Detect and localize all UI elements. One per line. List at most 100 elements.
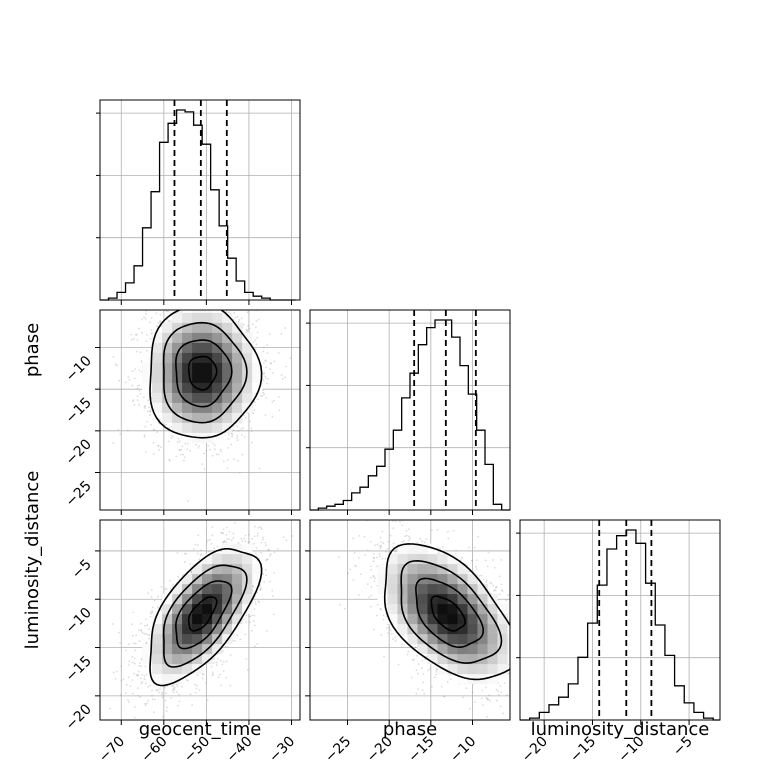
scatter-point — [211, 674, 214, 677]
scatter-point — [264, 377, 267, 379]
scatter-point — [255, 320, 258, 323]
scatter-point — [291, 535, 294, 537]
scatter-point — [268, 333, 271, 335]
scatter-point — [267, 548, 270, 551]
scatter-point — [173, 688, 175, 690]
panel-frame — [519, 519, 721, 721]
scatter-point — [141, 331, 143, 334]
scatter-point — [171, 685, 174, 687]
scatter-point — [198, 558, 201, 561]
density-cell — [192, 332, 203, 343]
scatter-point — [149, 611, 152, 614]
scatter-point — [197, 534, 200, 537]
scatter-point — [144, 703, 147, 705]
scatter-point — [134, 368, 137, 371]
density-cell — [192, 342, 203, 353]
scatter-point — [157, 444, 159, 447]
scatter-point — [270, 362, 273, 365]
scatter-point — [132, 692, 134, 695]
scatter-point — [267, 378, 270, 380]
scatter-point — [237, 459, 239, 462]
scatter-point — [238, 471, 241, 474]
scatter-point — [194, 691, 197, 694]
density-cell — [192, 412, 203, 423]
density-cell — [222, 392, 233, 403]
scatter-point — [262, 392, 264, 394]
scatter-point — [226, 467, 229, 470]
scatter-point — [138, 390, 141, 392]
density-cell — [192, 422, 203, 433]
density-cell — [242, 372, 253, 383]
scatter-point — [140, 677, 142, 680]
scatter-point — [170, 697, 172, 699]
scatter-point — [151, 689, 153, 692]
scatter-point — [226, 459, 229, 461]
scatter-point — [219, 659, 222, 662]
scatter-point — [255, 343, 258, 346]
density-cell — [252, 372, 263, 383]
scatter-point — [146, 702, 148, 705]
scatter-point — [240, 428, 243, 430]
scatter-point — [251, 441, 253, 444]
scatter-point — [229, 654, 232, 657]
density-cell — [212, 402, 223, 413]
scatter-point — [153, 711, 155, 714]
scatter-point — [178, 700, 181, 703]
scatter-point — [271, 415, 274, 418]
scatter-point — [177, 575, 180, 578]
scatter-point — [236, 634, 239, 637]
density-cell — [202, 422, 213, 433]
scatter-point — [235, 437, 238, 439]
scatter-point — [278, 409, 281, 412]
scatter-point — [257, 318, 260, 321]
scatter-point — [119, 433, 122, 435]
density-cell — [162, 382, 173, 393]
scatter-point — [254, 552, 257, 554]
scatter-point — [176, 685, 179, 688]
scatter-point — [175, 691, 178, 693]
scatter-point — [159, 321, 161, 323]
scatter-point — [254, 339, 257, 341]
scatter-point — [266, 558, 269, 560]
scatter-point — [237, 542, 240, 544]
scatter-point — [150, 329, 153, 331]
density-cell — [172, 422, 183, 433]
scatter-point — [155, 312, 158, 315]
scatter-point — [147, 399, 150, 402]
scatter-point — [254, 601, 256, 603]
scatter-point — [144, 450, 147, 453]
scatter-point — [140, 682, 142, 685]
density-cell — [172, 332, 183, 343]
scatter-point — [257, 526, 260, 529]
scatter-point — [138, 327, 140, 330]
density-cell — [152, 372, 163, 383]
scatter-point — [157, 322, 160, 325]
scatter-point — [137, 687, 139, 689]
scatter-point — [194, 543, 197, 546]
scatter-point — [243, 537, 246, 540]
scatter-point — [227, 447, 229, 449]
scatter-point — [165, 692, 167, 695]
scatter-point — [254, 645, 256, 648]
scatter-point — [225, 526, 228, 529]
scatter-point — [251, 537, 254, 540]
scatter-point — [259, 584, 261, 587]
scatter-point — [239, 638, 242, 641]
scatter-point — [124, 692, 127, 695]
scatter-point — [159, 319, 162, 322]
scatter-point — [145, 633, 147, 635]
density-cell — [152, 402, 163, 413]
scatter-point — [151, 606, 154, 609]
scatter-point — [139, 393, 142, 395]
scatter-point — [193, 548, 195, 551]
scatter-point — [219, 684, 222, 687]
scatter-point — [216, 661, 218, 664]
scatter-point — [133, 403, 136, 406]
scatter-point — [213, 657, 216, 660]
scatter-point — [154, 698, 156, 701]
density-cell — [192, 312, 203, 323]
scatter-point — [143, 396, 145, 399]
density-cell — [172, 402, 183, 413]
scatter-point — [143, 632, 146, 635]
scatter-point — [184, 561, 186, 564]
